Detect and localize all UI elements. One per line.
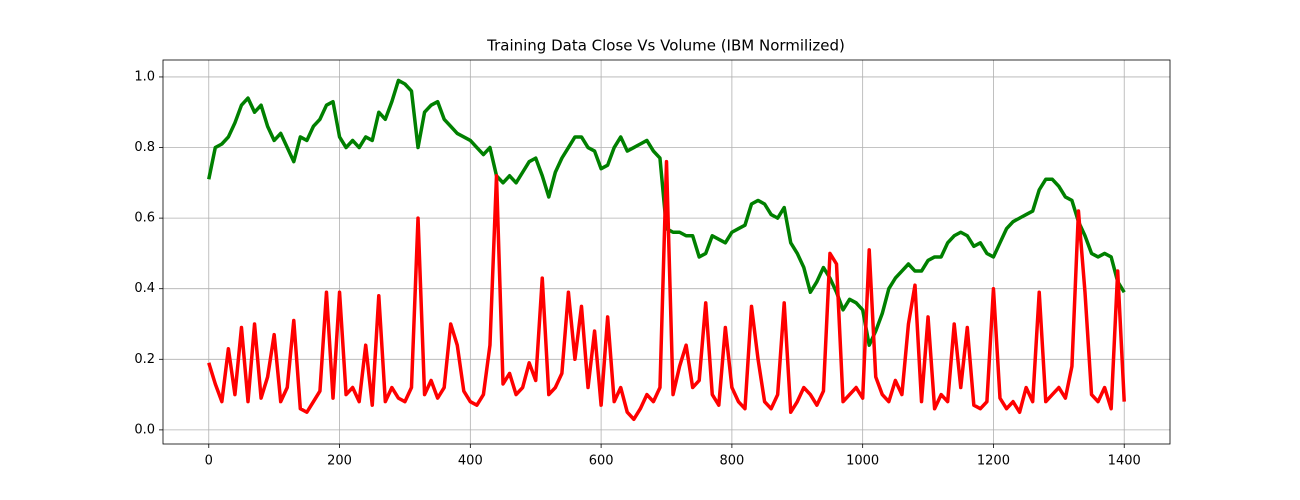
series-line	[207, 159, 1126, 422]
y-tick-label: 0.0	[134, 422, 155, 437]
x-tick-label: 1200	[977, 454, 1010, 469]
x-tick-label: 0	[205, 454, 213, 469]
x-tick-label: 1000	[846, 454, 879, 469]
x-tick-label: 1400	[1108, 454, 1141, 469]
x-tick-label: 400	[458, 454, 483, 469]
series-line	[207, 78, 1126, 347]
chart-title: Training Data Close Vs Volume (IBM Normi…	[486, 37, 845, 55]
y-tick-label: 0.6	[134, 211, 155, 226]
y-tick-label: 0.4	[134, 281, 155, 296]
plot-frame	[162, 59, 1171, 445]
x-tick-label: 800	[719, 454, 744, 469]
y-tick-label: 0.2	[134, 352, 155, 367]
x-tick-label: 600	[589, 454, 614, 469]
y-tick-label: 0.8	[134, 140, 155, 155]
x-tick-label: 200	[327, 454, 352, 469]
y-tick-label: 1.0	[134, 69, 155, 84]
